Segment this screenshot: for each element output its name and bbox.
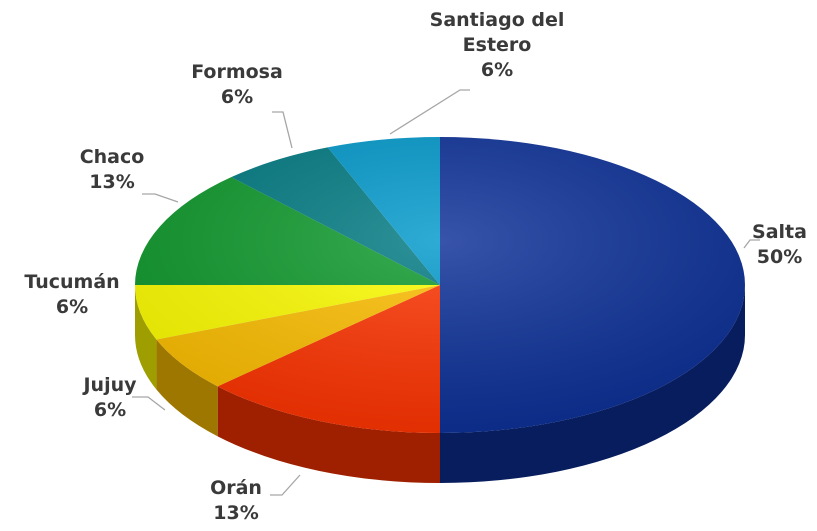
label-name: Formosa <box>191 61 283 83</box>
label-value: 13% <box>213 502 259 524</box>
label: Orán 13% <box>186 476 286 526</box>
label-name: Orán <box>210 477 262 499</box>
label-name: Chaco <box>79 146 145 168</box>
label-value: 6% <box>220 86 254 108</box>
label: Jujuy 6% <box>60 373 160 423</box>
label: Formosa 6% <box>187 60 287 110</box>
label-value: 50% <box>756 246 803 268</box>
slice-side <box>440 285 745 483</box>
label-value: 13% <box>89 171 135 193</box>
label-name: Jujuy <box>83 374 137 396</box>
label-name: Salta <box>752 221 807 243</box>
leader-line <box>142 193 179 203</box>
label: Salta 50% <box>742 220 817 270</box>
leader-line <box>743 239 760 249</box>
leader-line <box>272 111 293 149</box>
label-name: Tucumán <box>24 271 120 293</box>
label-value: 6% <box>93 399 127 421</box>
leader-line <box>389 89 470 135</box>
slices <box>135 137 745 483</box>
label-name: Santiago del Estero <box>429 9 565 56</box>
label: Tucumán 6% <box>12 270 132 320</box>
label: Chaco 13% <box>62 145 162 195</box>
label-value: 6% <box>55 296 89 318</box>
leader-line <box>270 474 301 496</box>
label-value: 6% <box>480 59 514 81</box>
leader-line <box>132 396 166 411</box>
label: Santiago del Estero 6% <box>422 8 572 83</box>
